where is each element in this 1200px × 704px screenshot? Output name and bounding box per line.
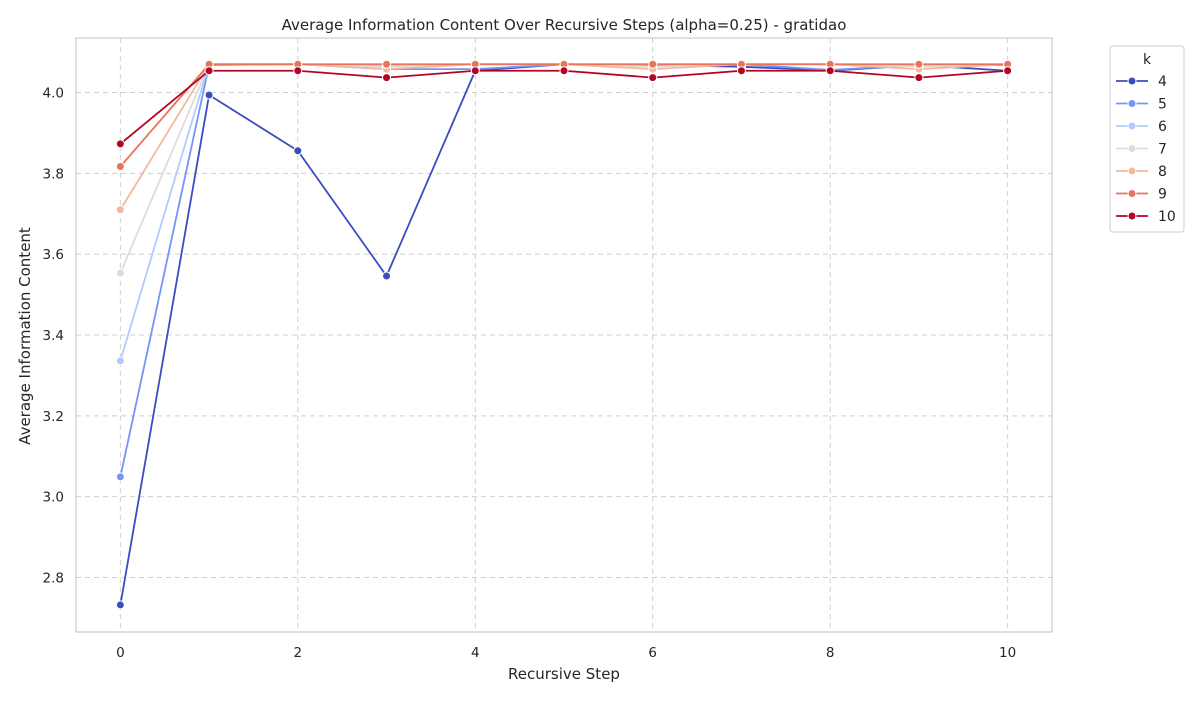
- series-8: [115, 59, 1013, 215]
- data-point-k5: [115, 472, 125, 482]
- legend-label: 8: [1158, 164, 1167, 180]
- series-10: [115, 66, 1013, 149]
- grid-lines: [76, 38, 1052, 632]
- x-tick-label: 0: [116, 645, 125, 661]
- legend-item-k4: 4: [1116, 74, 1167, 90]
- y-tick-label: 3.6: [43, 247, 64, 263]
- x-tick-label: 4: [471, 645, 480, 661]
- series-5: [115, 59, 1013, 482]
- y-tick-label: 3.0: [43, 490, 64, 506]
- legend-label: 10: [1158, 209, 1176, 225]
- y-tick-label: 4.0: [43, 86, 64, 102]
- series-line-k8: [119, 63, 1008, 211]
- y-tick-label: 3.4: [43, 328, 64, 344]
- legend-title: k: [1143, 52, 1152, 68]
- data-point-k9: [115, 161, 125, 171]
- x-tick-label: 6: [648, 645, 657, 661]
- y-tick-label: 3.8: [43, 166, 64, 182]
- y-axis-label: Average Information Content: [16, 227, 34, 445]
- legend-marker: [1127, 166, 1137, 176]
- data-point-k9: [648, 59, 658, 69]
- legend-marker: [1127, 144, 1137, 153]
- x-tick-label: 10: [999, 645, 1016, 661]
- series-line-k5: [119, 63, 1008, 478]
- data-point-k10: [204, 66, 214, 76]
- data-point-k9: [914, 59, 924, 69]
- data-point-k10: [914, 73, 924, 83]
- legend-item-k9: 9: [1116, 187, 1167, 203]
- legend-item-k5: 5: [1116, 97, 1167, 113]
- legend-items: 4 5 6 7 8 9 10: [1116, 74, 1176, 225]
- legend-marker: [1127, 99, 1137, 108]
- legend-item-k8: 8: [1116, 164, 1167, 180]
- series-line-k10: [119, 69, 1008, 145]
- legend-label: 7: [1158, 142, 1167, 158]
- data-point-k9: [382, 59, 392, 69]
- plot-frame: [75, 37, 1053, 633]
- legend-marker: [1127, 211, 1137, 221]
- data-point-k10: [115, 139, 125, 149]
- legend-label: 6: [1158, 119, 1167, 135]
- data-point-k4: [115, 600, 125, 610]
- legend-item-k7: 7: [1116, 142, 1167, 158]
- legend-label: 5: [1158, 97, 1167, 113]
- series-9: [115, 59, 1013, 171]
- data-point-k10: [382, 73, 392, 83]
- series-layer: [115, 59, 1013, 610]
- data-point-k10: [293, 66, 303, 76]
- x-axis-label: Recursive Step: [508, 665, 620, 683]
- y-axis-ticks: 2.8 3.0 3.2 3.4 3.6 3.8 4.0: [43, 86, 64, 587]
- legend-marker: [1127, 121, 1137, 131]
- chart-title: Average Information Content Over Recursi…: [282, 16, 847, 34]
- x-tick-label: 2: [294, 645, 303, 661]
- data-point-k10: [470, 66, 480, 76]
- data-point-k10: [825, 66, 835, 76]
- data-point-k6: [115, 356, 125, 366]
- y-tick-label: 3.2: [43, 409, 64, 425]
- series-line-k9: [119, 63, 1008, 168]
- data-point-k4: [204, 90, 214, 100]
- x-tick-label: 8: [826, 645, 835, 661]
- legend: k 4 5 6 7 8 9 10: [1109, 45, 1185, 233]
- data-point-k4: [293, 146, 303, 156]
- data-point-k8: [115, 205, 125, 215]
- legend-marker: [1127, 76, 1137, 86]
- x-axis-ticks: 0 2 4 6 8 10: [116, 645, 1016, 661]
- data-point-k10: [1003, 66, 1013, 76]
- legend-label: 9: [1158, 187, 1167, 203]
- series-line-k6: [119, 63, 1008, 362]
- legend-item-k6: 6: [1116, 119, 1167, 135]
- data-point-k10: [736, 66, 746, 76]
- series-line-k7: [119, 63, 1008, 274]
- data-point-k4: [382, 271, 392, 281]
- y-tick-label: 2.8: [43, 570, 64, 586]
- legend-label: 4: [1158, 74, 1167, 90]
- series-6: [115, 59, 1013, 366]
- legend-marker: [1127, 189, 1137, 198]
- legend-item-k10: 10: [1116, 209, 1176, 225]
- data-point-k7: [115, 268, 125, 278]
- data-point-k10: [559, 66, 569, 76]
- legend-box: [1109, 45, 1185, 233]
- data-point-k10: [648, 73, 658, 83]
